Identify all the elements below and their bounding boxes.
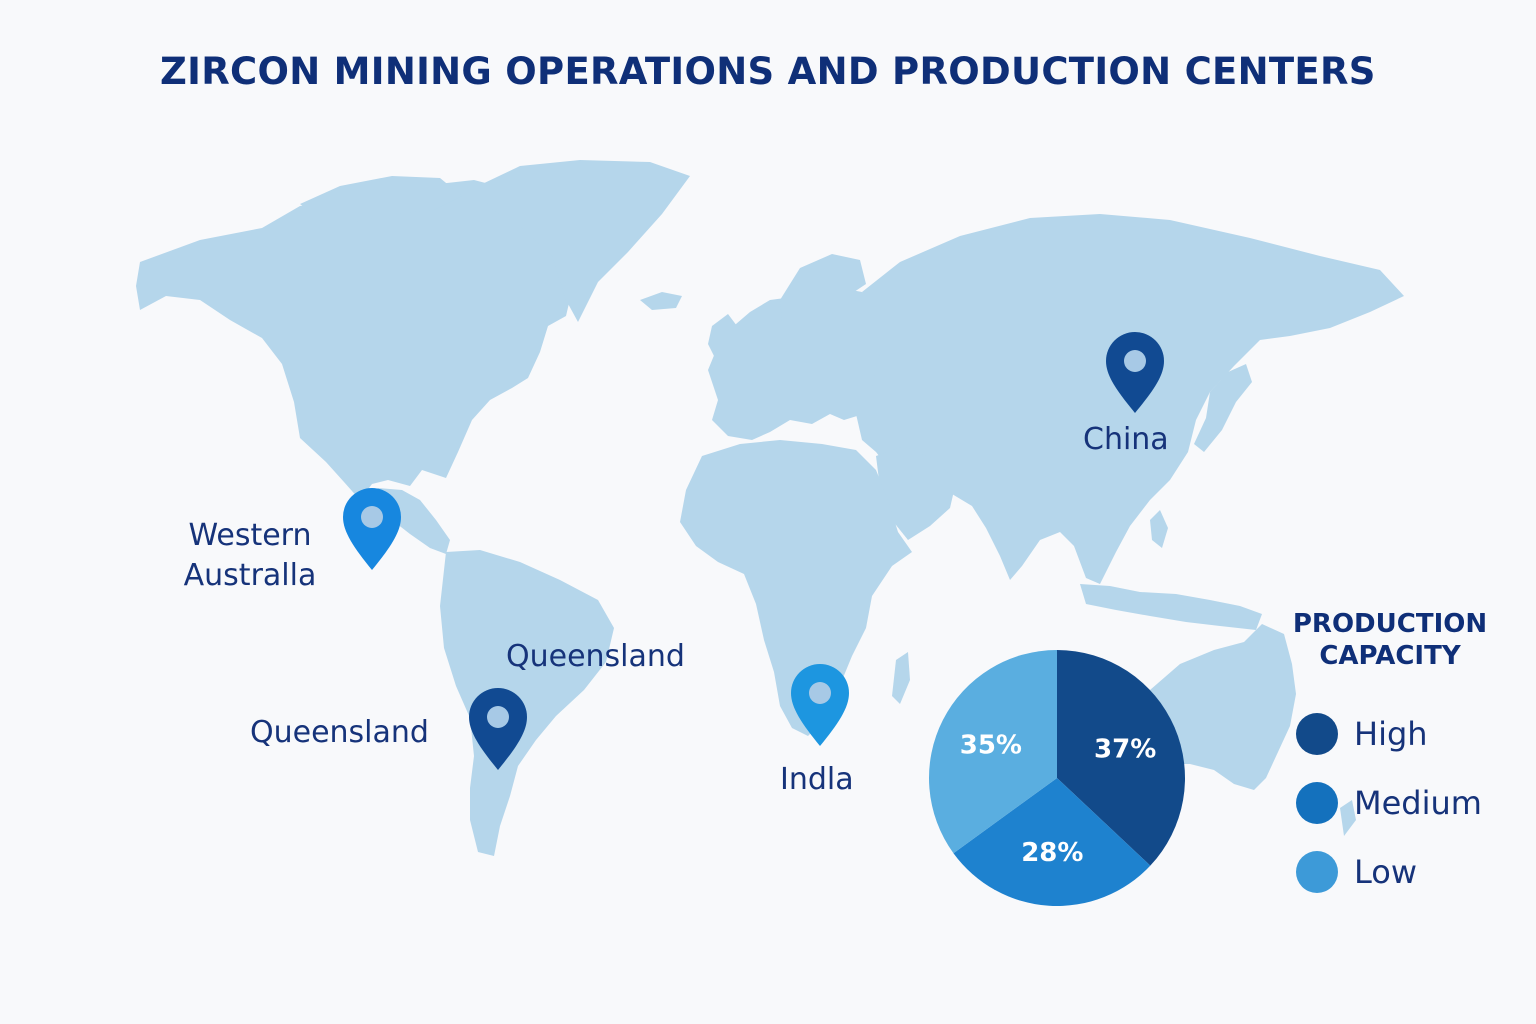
- map-pin-hole: [809, 682, 831, 704]
- landmass-arctic-islands: [300, 176, 462, 222]
- legend-item-high: High: [1296, 712, 1428, 756]
- legend-title: PRODUCTION CAPACITY: [1290, 608, 1490, 672]
- legend-title-line: PRODUCTION: [1292, 609, 1488, 639]
- map-pin-icon: [1106, 332, 1164, 413]
- legend-swatch-high: [1296, 713, 1338, 755]
- map-label-china: China: [1083, 422, 1169, 457]
- map-label-india: Indla: [780, 762, 854, 797]
- landmass-southeast-asia-islands: [1080, 584, 1262, 630]
- legend-label-medium: Medium: [1354, 784, 1482, 822]
- map-pin-india[interactable]: [791, 664, 849, 746]
- map-pin-icon: [343, 488, 401, 570]
- production-capacity-pie-chart: 37% 28% 35%: [929, 650, 1185, 907]
- map-pin-hole: [1124, 350, 1146, 372]
- map-pin-china[interactable]: [1106, 332, 1164, 413]
- legend-item-medium: Medium: [1296, 781, 1482, 825]
- landmass-south-america: [440, 550, 614, 856]
- landmass-new-zealand: [1340, 800, 1356, 836]
- landmass-philippines: [1150, 510, 1168, 548]
- legend-label-high: High: [1354, 715, 1428, 753]
- map-pin-icon: [791, 664, 849, 746]
- landmass-australia: [1146, 624, 1296, 790]
- map-pin-hole: [361, 506, 383, 528]
- map-pin-queensland[interactable]: [469, 688, 527, 770]
- landmass-british-isles: [708, 314, 740, 360]
- landmass-africa: [680, 440, 912, 736]
- pie-label-high: 37%: [1094, 735, 1156, 765]
- landmass-iceland: [640, 292, 682, 310]
- landmass-greenland: [478, 160, 690, 322]
- land-masses: [136, 160, 1404, 856]
- pie-label-medium: 28%: [1021, 838, 1083, 868]
- pie-slice-medium: [953, 778, 1151, 907]
- page-title: ZIRCON MINING OPERATIONS AND PRODUCTION …: [160, 50, 1376, 93]
- legend-label-low: Low: [1354, 853, 1418, 891]
- pie-label-low: 35%: [960, 730, 1022, 760]
- landmass-japan: [1194, 364, 1252, 452]
- legend-swatch-medium: [1296, 782, 1338, 824]
- map-pin-icon: [469, 688, 527, 770]
- landmass-scandinavia: [780, 254, 866, 330]
- map-label-queensland: Queensland: [250, 715, 429, 750]
- map-label-line: Australla: [183, 558, 317, 593]
- pie-slice-low: [929, 650, 1057, 854]
- landmass-madagascar: [892, 652, 910, 704]
- map-label-queensland-secondary: Queensland: [506, 639, 685, 674]
- map-label-western-australia: Western Australla: [182, 516, 318, 596]
- legend-item-low: Low: [1296, 850, 1417, 894]
- landmass-north-america: [136, 180, 574, 500]
- map-pin-hole: [487, 706, 509, 728]
- legend-title-line: CAPACITY: [1319, 641, 1461, 671]
- legend-swatch-low: [1296, 851, 1338, 893]
- map-label-line: Western: [188, 518, 312, 553]
- map-pin-western-australia[interactable]: [343, 488, 401, 570]
- pie-slice-high: [1057, 650, 1185, 866]
- landmass-arabia: [876, 446, 956, 540]
- landmass-europe: [708, 286, 882, 440]
